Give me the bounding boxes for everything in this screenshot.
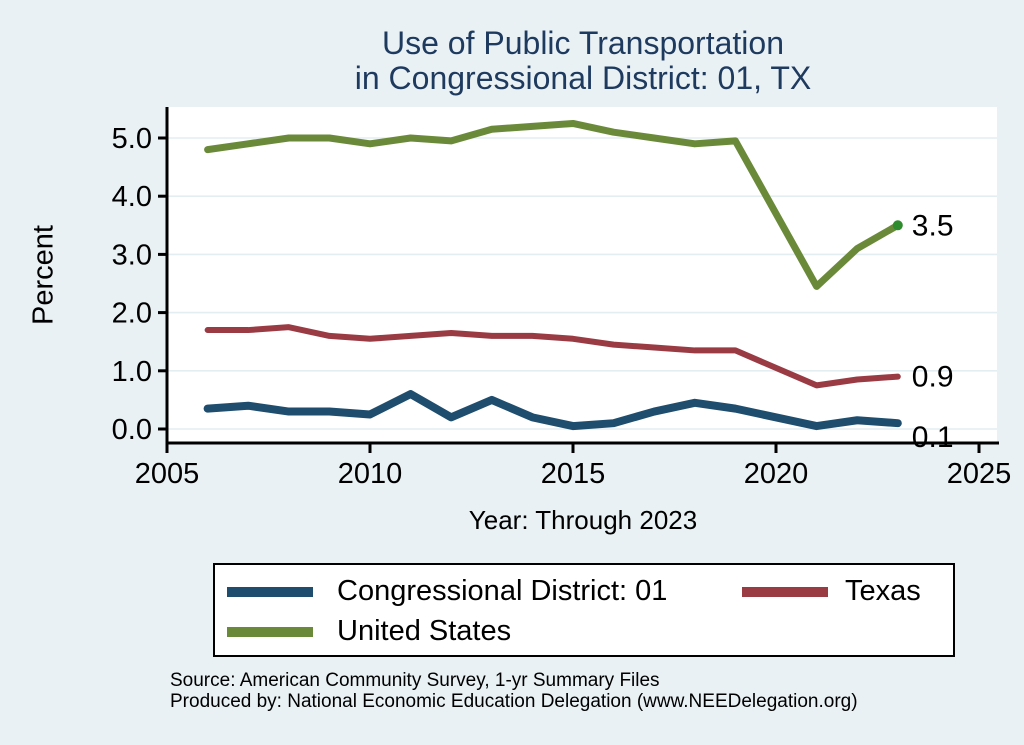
produced-by-note: Produced by: National Economic Education… xyxy=(170,691,858,712)
y-tick-label: 0.0 xyxy=(112,414,152,446)
legend-swatch-texas xyxy=(742,587,828,597)
chart-title-line2: in Congressional District: 01, TX xyxy=(354,60,812,96)
y-tick-label: 1.0 xyxy=(112,356,152,388)
legend: Congressional District: 01 Texas United … xyxy=(213,563,955,657)
legend-label-texas: Texas xyxy=(845,575,921,607)
x-tick-label: 2025 xyxy=(947,458,1012,490)
series-end-label-1: 0.9 xyxy=(912,361,954,394)
y-tick-label: 5.0 xyxy=(112,123,152,155)
series-end-label-0: 0.1 xyxy=(912,421,954,454)
y-tick-label: 4.0 xyxy=(112,181,152,213)
y-tick-label: 2.0 xyxy=(112,298,152,330)
series-end-marker-2 xyxy=(892,220,903,231)
legend-swatch-us xyxy=(227,627,313,637)
series-end-label-2: 3.5 xyxy=(912,209,954,242)
y-tick-label: 3.0 xyxy=(112,239,152,271)
x-tick-label: 2020 xyxy=(744,458,809,490)
legend-label-us: United States xyxy=(337,615,512,647)
series-line-1 xyxy=(204,324,901,389)
source-note: Source: American Community Survey, 1-yr … xyxy=(170,670,660,691)
x-tick-label: 2010 xyxy=(338,458,403,490)
legend-swatch-cd01 xyxy=(227,587,313,597)
series-line-2 xyxy=(204,119,902,290)
x-axis-caption: Year: Through 2023 xyxy=(468,505,698,535)
x-tick-label: 2005 xyxy=(135,458,200,490)
x-tick-label: 2015 xyxy=(541,458,606,490)
legend-label-cd01: Congressional District: 01 xyxy=(337,575,668,607)
chart-title-line1: Use of Public Transportation xyxy=(382,25,784,61)
series-line-0 xyxy=(203,390,902,431)
plot-background xyxy=(167,107,997,443)
